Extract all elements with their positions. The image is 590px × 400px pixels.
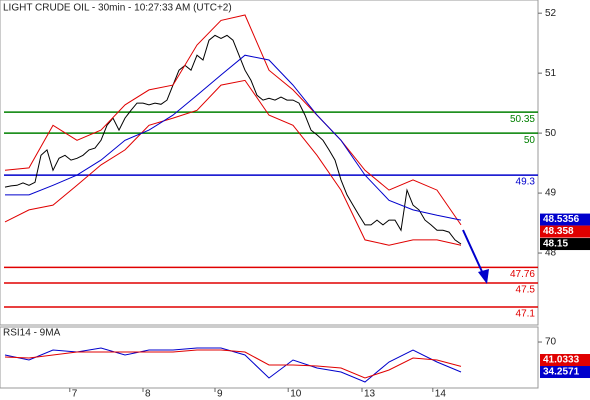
- value-box: [540, 238, 590, 251]
- y-tick-label: 51: [545, 68, 557, 79]
- value-box-label: 41.0333: [543, 355, 580, 366]
- x-tick-label: 7: [72, 389, 78, 400]
- rsi-title: RSI14 - 9MA: [3, 328, 61, 339]
- level-label: 50: [524, 135, 536, 146]
- value-box: [540, 213, 590, 226]
- series-line: [5, 54, 462, 221]
- value-box-label: 34.2571: [543, 367, 580, 378]
- chart-title: LIGHT CRUDE OIL - 30min - 10:27:33 AM (U…: [3, 3, 232, 14]
- value-box: [540, 366, 590, 379]
- y-tick-label: 50: [545, 128, 557, 139]
- level-label: 47.5: [516, 285, 536, 296]
- value-box: [540, 225, 590, 238]
- value-box-label: 48.5356: [543, 214, 580, 225]
- y-tick-label: 49: [545, 188, 557, 199]
- level-label: 49.3: [516, 177, 536, 188]
- rsi-panel: [0, 326, 539, 389]
- x-tick-label: 8: [145, 389, 151, 400]
- forecast-arrow: [462, 229, 489, 284]
- y-tick-label: 52: [545, 8, 557, 19]
- x-tick-label: 10: [290, 389, 302, 400]
- level-label: 47.1: [516, 309, 536, 320]
- y-tick-label: 48: [545, 248, 557, 259]
- series-line: [4, 79, 462, 246]
- value-box: [540, 354, 590, 367]
- x-tick-label: 13: [364, 389, 376, 400]
- y-tick-label: 70: [545, 337, 557, 348]
- level-label: 50.35: [510, 114, 535, 125]
- value-box-label: 48.358: [543, 226, 574, 237]
- x-tick-label: 14: [435, 389, 447, 400]
- series-line: [4, 14, 462, 226]
- series-line: [4, 349, 462, 379]
- value-box-label: 48.15: [543, 239, 568, 250]
- level-label: 47.76: [510, 269, 535, 280]
- price-panel: [0, 0, 539, 326]
- x-tick-label: 9: [217, 389, 223, 400]
- series-line: [4, 34, 462, 245]
